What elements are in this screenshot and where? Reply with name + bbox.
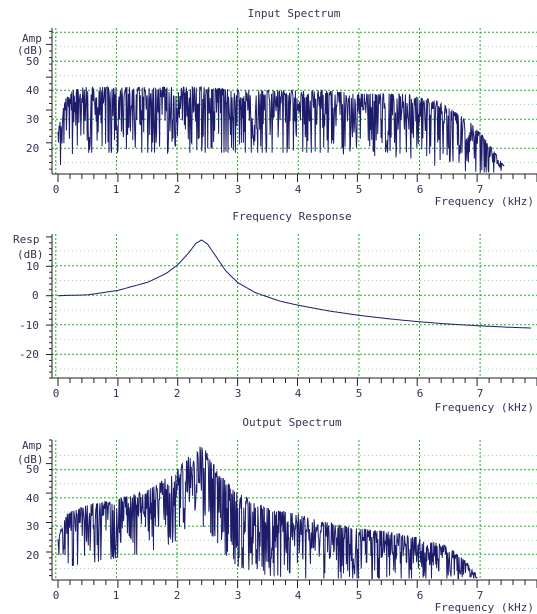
input-spectrum-xtick-0: 0 [53,183,60,196]
input-spectrum-xtick-7: 7 [477,183,484,196]
input-spectrum-axes [46,28,537,182]
output-spectrum-ytick-20: 20 [26,549,39,562]
input-spectrum-xtick-4: 4 [295,183,302,196]
frequency-response-panel: Frequency Response Resp (dB) -20 -10 0 1… [13,210,537,414]
output-spectrum-xtick-4: 4 [295,589,302,602]
output-spectrum-xtick-3: 3 [235,589,242,602]
frequency-response-ytick-minus20: -20 [19,348,39,361]
frequency-response-xtick-0: 0 [53,387,60,400]
input-spectrum-title: Input Spectrum [248,7,341,20]
frequency-response-xtick-5: 5 [356,387,363,400]
output-spectrum-title: Output Spectrum [242,416,342,429]
output-spectrum-axes [46,439,537,588]
frequency-response-xtick-4: 4 [295,387,302,400]
output-spectrum-xtick-5: 5 [356,589,363,602]
output-spectrum-ytick-40: 40 [26,492,39,505]
frequency-response-ytick-minus10: -10 [19,319,39,332]
frequency-response-xtick-6: 6 [417,387,424,400]
frequency-response-xlabel: Frequency (kHz) [435,401,534,414]
output-spectrum-yunit: (dB) [17,453,44,466]
output-spectrum-tick-marks [46,439,537,588]
output-spectrum-xtick-7: 7 [477,589,484,602]
input-spectrum-xtick-2: 2 [174,183,181,196]
output-spectrum-xtick-2: 2 [174,589,181,602]
frequency-response-curve [58,239,531,329]
frequency-response-xtick-7: 7 [477,387,484,400]
frequency-response-grid [52,234,537,378]
output-spectrum-xtick-0: 0 [53,589,60,602]
frequency-response-yunit: (dB) [17,248,44,261]
input-spectrum-tick-marks [46,30,537,182]
input-spectrum-xtick-6: 6 [417,183,424,196]
output-spectrum-grid [52,440,537,580]
input-spectrum-yunit: (dB) [17,44,44,57]
input-spectrum-ytick-30: 30 [26,113,39,126]
output-spectrum-ytick-30: 30 [26,520,39,533]
input-spectrum-panel: Input Spectrum Amp (dB) 20 30 40 50 [17,7,537,208]
input-spectrum-xlabel: Frequency (kHz) [435,195,534,208]
frequency-response-title: Frequency Response [232,210,351,223]
frequency-response-xtick-2: 2 [174,387,181,400]
output-spectrum-xtick-1: 1 [113,589,120,602]
input-spectrum-xtick-3: 3 [235,183,242,196]
input-spectrum-ylabel: Amp [22,32,42,45]
input-spectrum-xtick-5: 5 [356,183,363,196]
frequency-response-xtick-3: 3 [235,387,242,400]
input-spectrum-ytick-50: 50 [26,55,39,68]
output-spectrum-ylabel: Amp [22,439,42,452]
output-spectrum-trace [57,446,478,579]
frequency-response-xtick-1: 1 [113,387,120,400]
frequency-response-ytick-10: 10 [26,260,39,273]
input-spectrum-trace [57,85,505,173]
output-spectrum-xtick-6: 6 [417,589,424,602]
input-spectrum-ytick-20: 20 [26,142,39,155]
frequency-response-ytick-0: 0 [32,289,39,302]
output-spectrum-xlabel: Frequency (kHz) [435,601,534,614]
frequency-response-axes [46,234,537,386]
output-spectrum-ytick-50: 50 [26,463,39,476]
input-spectrum-ytick-40: 40 [26,84,39,97]
frequency-response-tick-marks [46,236,537,386]
output-spectrum-panel: Output Spectrum Amp (dB) 20 30 40 50 [17,416,537,614]
frequency-response-ylabel: Resp [13,233,40,246]
input-spectrum-xtick-1: 1 [113,183,120,196]
